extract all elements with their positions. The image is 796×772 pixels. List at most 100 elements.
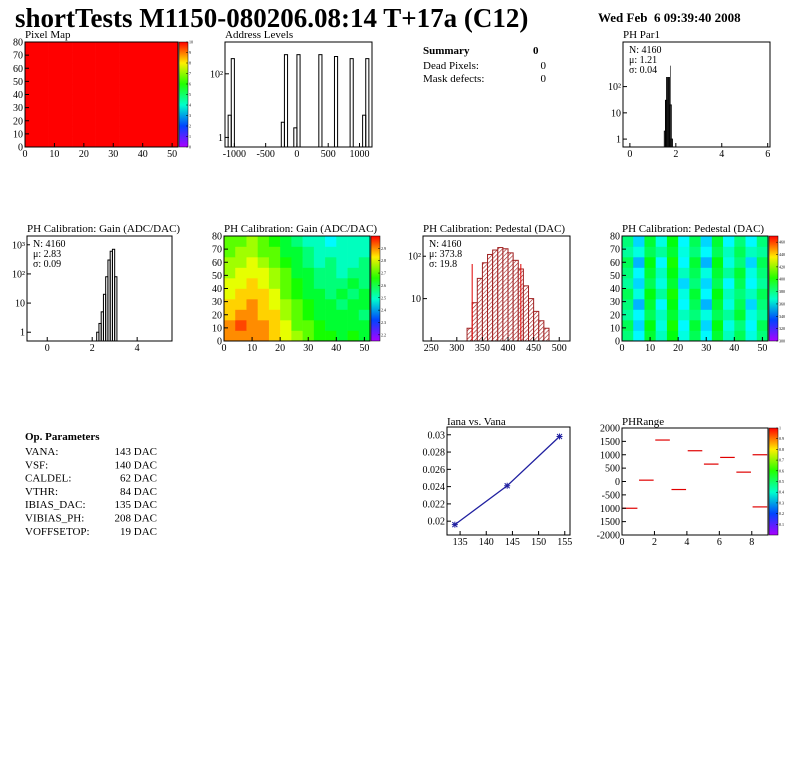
- op-value: 143 DAC: [115, 446, 157, 458]
- chart-title: PH Calibration: Pedestal (DAC): [622, 223, 764, 235]
- x-tick-label: 2: [673, 149, 678, 160]
- heat-cell: [224, 320, 236, 331]
- x-tick-label: 500: [552, 343, 567, 354]
- heat-cell: [689, 246, 701, 258]
- heat-cell: [358, 278, 370, 289]
- stats-text: μ: 373.8: [429, 249, 462, 260]
- x-tick-label: 4: [135, 343, 140, 354]
- heat-cell: [734, 309, 746, 321]
- heat-cell: [142, 136, 155, 147]
- heat-cell: [666, 257, 679, 268]
- heat-cell: [246, 236, 258, 247]
- heat-cell: [689, 257, 701, 268]
- y-tick-label: 10²: [608, 82, 621, 93]
- y-tick-label: 20: [13, 116, 23, 127]
- heat-cell: [358, 257, 370, 268]
- heat-cell: [302, 236, 315, 247]
- y-tick-label: 20: [610, 310, 620, 321]
- y-tick-label: 1: [616, 135, 621, 146]
- heat-cell: [325, 267, 337, 279]
- heat-cell: [723, 299, 735, 310]
- heat-cell: [130, 63, 143, 74]
- heat-cell: [268, 320, 281, 331]
- stats-box: [626, 44, 670, 77]
- heat-cell: [302, 278, 315, 289]
- heat-cell: [689, 236, 701, 247]
- heat-cell: [154, 42, 167, 53]
- heat-cell: [666, 320, 679, 331]
- heat-cell: [257, 309, 270, 321]
- heat-cell: [246, 299, 258, 310]
- heat-cell: [25, 73, 38, 85]
- heat-cell: [336, 299, 348, 310]
- heat-cell: [107, 73, 120, 85]
- heat-cell: [644, 257, 656, 268]
- hist-bar: [296, 54, 301, 147]
- op-value: 19 DAC: [120, 526, 157, 538]
- heat-cell: [119, 84, 132, 95]
- y-tick-label: 30: [13, 103, 23, 114]
- x-tick-label: 50: [757, 343, 767, 354]
- x-tick-label: 30: [108, 149, 118, 160]
- hist-bar: [512, 259, 519, 341]
- heat-cell: [347, 330, 360, 341]
- y-tick-label: 10: [212, 323, 222, 334]
- hist-bar: [476, 277, 483, 341]
- x-tick-label: 0: [23, 149, 28, 160]
- heat-cell: [154, 73, 167, 85]
- heat-cell: [723, 288, 735, 300]
- heat-cell: [666, 309, 679, 321]
- x-tick-label: 450: [526, 343, 541, 354]
- x-tick-label: 4: [719, 149, 724, 160]
- heat-cell: [644, 330, 656, 341]
- heat-cell: [257, 288, 270, 300]
- heat-cell: [678, 267, 690, 279]
- heat-cell: [700, 299, 713, 310]
- palette-label: 360: [779, 301, 785, 306]
- heat-cell: [336, 309, 348, 321]
- op-value: 140 DAC: [115, 459, 157, 471]
- palette-label: 10: [189, 40, 193, 45]
- heat-cell: [655, 288, 668, 300]
- chart-title: Pixel Map: [25, 29, 71, 41]
- y-tick-label: 0.028: [423, 448, 446, 459]
- heat-cell: [745, 257, 758, 268]
- heat-cell: [235, 299, 247, 310]
- heat-cell: [107, 42, 120, 53]
- heat-cell: [280, 288, 292, 300]
- y-tick-label: 20: [212, 310, 222, 321]
- heat-cell: [678, 236, 690, 247]
- heat-cell: [734, 288, 746, 300]
- heat-cell: [25, 136, 38, 147]
- palette-label: 1: [779, 426, 781, 431]
- x-tick-label: 50: [167, 149, 177, 160]
- heat-cell: [130, 105, 143, 116]
- heat-cell: [83, 105, 96, 116]
- heat-cell: [130, 94, 143, 106]
- heat-cell: [154, 94, 167, 106]
- heat-cell: [60, 126, 73, 137]
- heat-cell: [700, 330, 713, 341]
- y-tick-label: 1: [218, 133, 223, 144]
- heat-cell: [347, 257, 360, 268]
- summary-label: Mask defects:: [423, 73, 484, 85]
- heat-cell: [72, 84, 85, 95]
- y-tick-label: 1500: [600, 517, 620, 528]
- heat-cell: [48, 63, 61, 74]
- heat-cell: [119, 52, 132, 64]
- heat-cell: [666, 299, 679, 310]
- y-tick-label: 2000: [600, 424, 620, 435]
- heat-cell: [734, 267, 746, 279]
- chart-title: PH Calibration: Pedestal (DAC): [423, 223, 565, 235]
- heat-cell: [358, 299, 370, 310]
- heat-cell: [655, 320, 668, 331]
- heat-cell: [689, 288, 701, 300]
- op-label: VOFFSETOP:: [25, 526, 90, 538]
- heat-cell: [700, 320, 713, 331]
- heat-cell: [130, 115, 143, 127]
- x-tick-label: 2: [90, 343, 95, 354]
- heat-cell: [313, 236, 326, 247]
- heat-cell: [678, 320, 690, 331]
- op-label: VANA:: [25, 446, 58, 458]
